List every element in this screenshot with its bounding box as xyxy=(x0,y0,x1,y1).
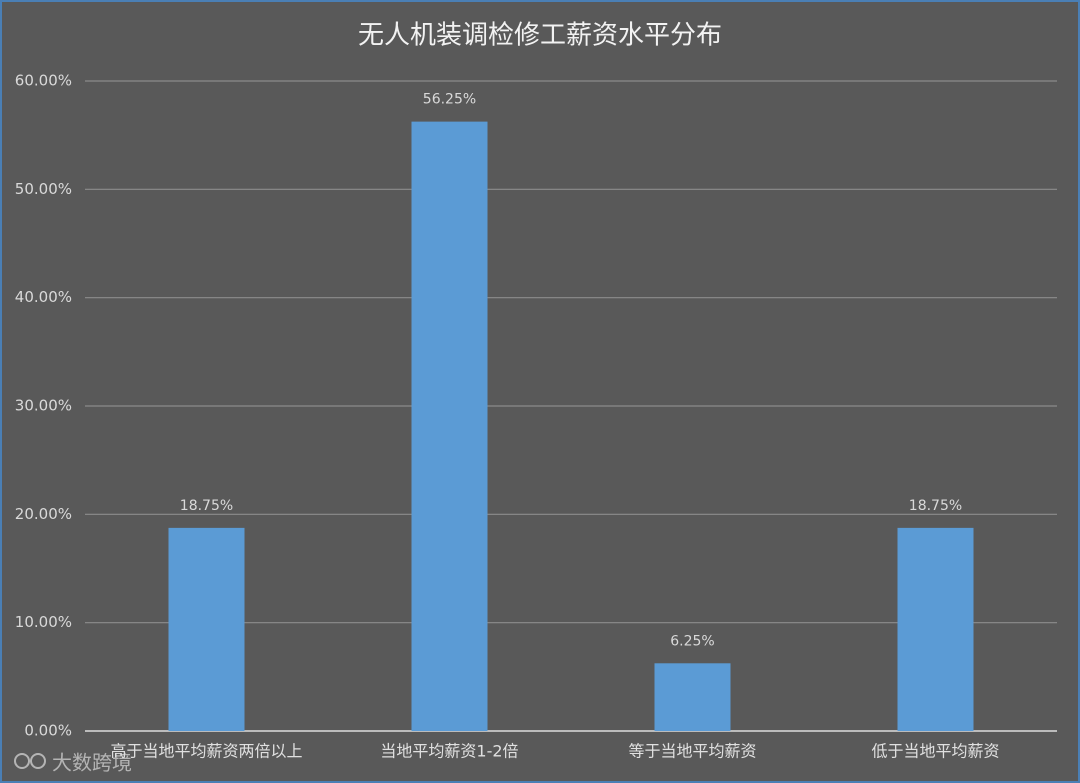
chart-title: 无人机装调检修工薪资水平分布 xyxy=(358,21,722,51)
y-tick-label: 60.00% xyxy=(15,72,72,90)
y-tick-label: 50.00% xyxy=(15,180,72,198)
value-label: 56.25% xyxy=(423,92,476,108)
bar xyxy=(897,527,974,731)
value-label: 6.25% xyxy=(670,633,714,649)
y-tick-label: 40.00% xyxy=(15,288,72,306)
value-label: 18.75% xyxy=(909,498,962,514)
x-tick-label: 高于当地平均薪资两倍以上 xyxy=(110,742,302,761)
y-tick-label: 30.00% xyxy=(15,397,72,415)
watermark-icon xyxy=(14,753,46,769)
x-tick-label: 低于当地平均薪资 xyxy=(871,742,999,761)
y-tick-label: 0.00% xyxy=(24,722,72,740)
bar xyxy=(168,527,245,731)
x-tick-label: 等于当地平均薪资 xyxy=(628,742,756,761)
x-tick-label: 当地平均薪资1-2倍 xyxy=(380,742,518,761)
watermark: 大数跨境 xyxy=(52,751,132,775)
value-label: 18.75% xyxy=(180,498,233,514)
bar xyxy=(654,663,731,731)
y-tick-label: 10.00% xyxy=(15,613,72,631)
y-tick-label: 20.00% xyxy=(15,505,72,523)
bar xyxy=(411,121,488,731)
